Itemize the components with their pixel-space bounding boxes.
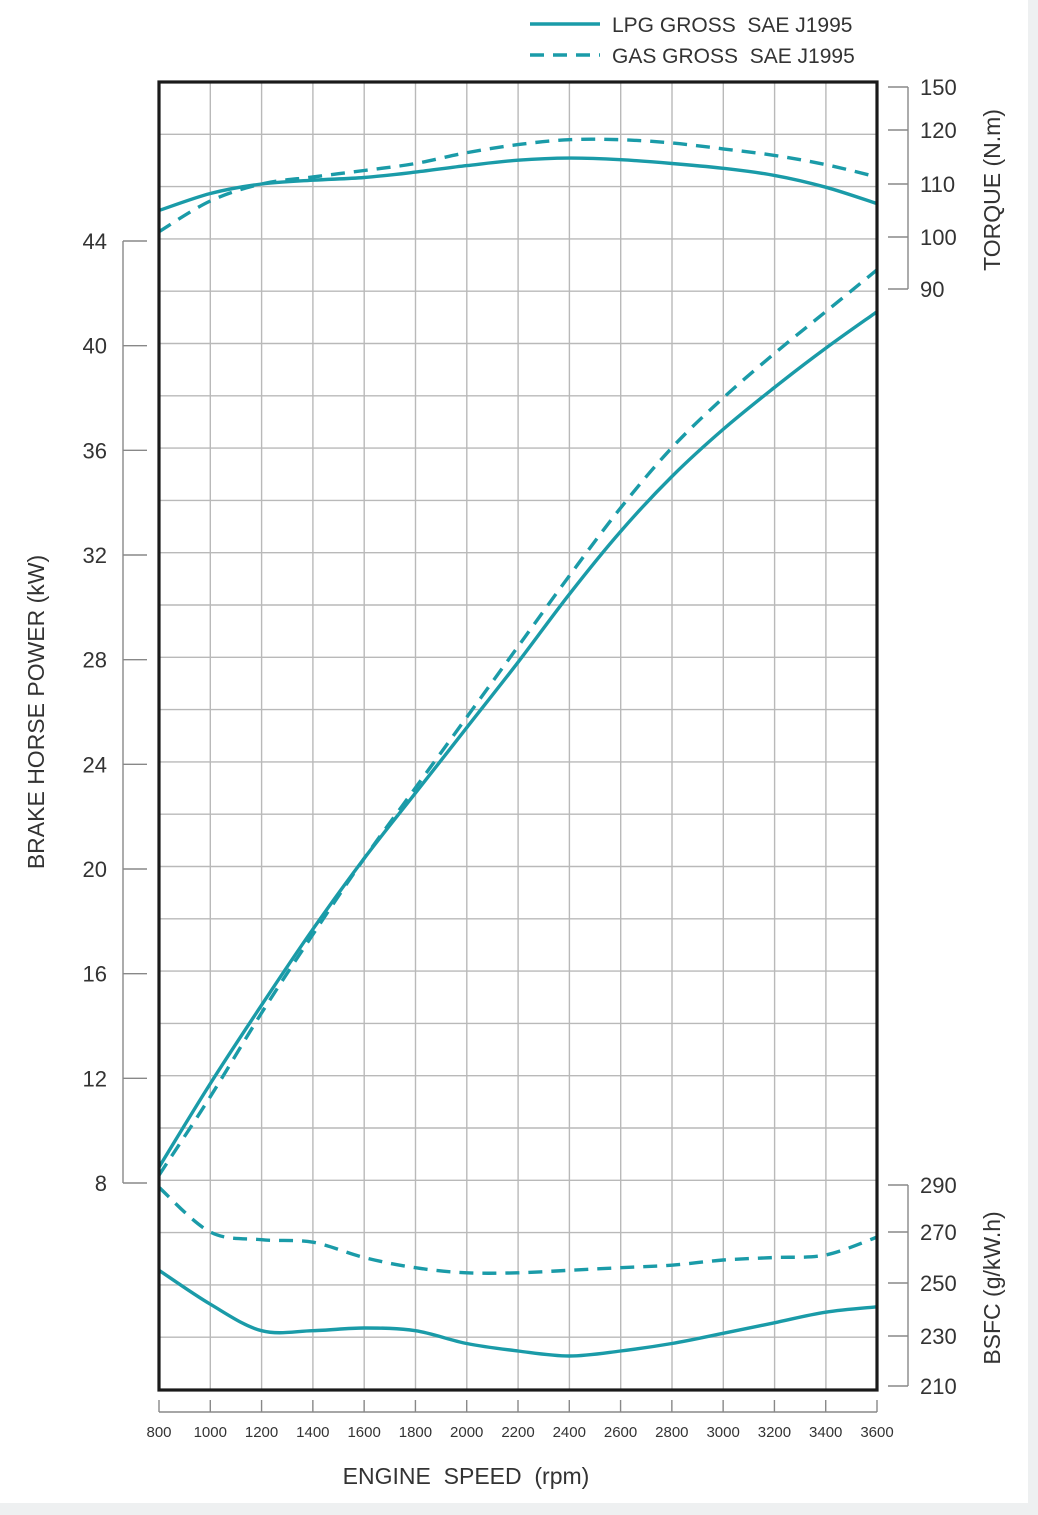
torque-tick-label: 120 <box>920 118 957 143</box>
legend-label-lpg: LPG GROSS SAE J1995 <box>612 14 852 37</box>
x-tick-label: 800 <box>146 1424 171 1441</box>
bsfc-tick-label: 230 <box>920 1324 957 1349</box>
x-tick-label: 2200 <box>501 1424 534 1441</box>
page-edge-strip <box>1028 0 1038 1515</box>
chart-series <box>157 137 879 1358</box>
x-tick-label: 1200 <box>245 1424 278 1441</box>
torque-tick-label: 100 <box>920 225 957 250</box>
x-tick-label: 3400 <box>809 1424 842 1441</box>
x-tick-label: 1800 <box>399 1424 432 1441</box>
power-tick-label: 16 <box>83 962 107 987</box>
bsfc-tick-label: 250 <box>920 1271 957 1296</box>
legend-label-gas: GAS GROSS SAE J1995 <box>612 45 855 68</box>
bsfc-tick-label: 290 <box>920 1173 957 1198</box>
x-tick-label: 2600 <box>604 1424 637 1441</box>
torque-tick-label: 110 <box>920 172 955 197</box>
torque-tick-label: 90 <box>920 277 944 302</box>
chart-grid <box>159 82 877 1390</box>
x-tick-label: 1600 <box>347 1424 380 1441</box>
power-tick-label: 28 <box>83 648 107 673</box>
x-tick-label: 1000 <box>194 1424 227 1441</box>
chart-labels: 44 40 36 32 28 24 20 16 12 8 150 120 110 100 90 290 270 2… <box>23 14 1005 1489</box>
power-tick-label: 12 <box>83 1066 107 1091</box>
torque-axis-title: TORQUE (N.m) <box>979 109 1005 271</box>
x-tick-label: 1400 <box>296 1424 329 1441</box>
power-axis-title: BRAKE HORSE POWER (kW) <box>23 555 49 869</box>
plot-frame <box>157 80 879 1392</box>
power-tick-label: 32 <box>83 543 107 568</box>
x-tick-label: 3200 <box>758 1424 791 1441</box>
power-tick-label: 20 <box>83 857 107 882</box>
bsfc-tick-label: 210 <box>920 1374 957 1399</box>
lpg-power-line <box>157 310 878 1169</box>
torque-tick-label: 150 <box>920 75 957 100</box>
power-tick-label: 40 <box>83 334 107 359</box>
power-tick-label: 36 <box>83 438 107 463</box>
gas-torque-line <box>158 137 878 234</box>
x-tick-label: 3000 <box>706 1424 739 1441</box>
x-axis-title: ENGINE SPEED (rpm) <box>343 1463 590 1489</box>
x-tick-label: 2400 <box>553 1424 586 1441</box>
gas-power-line <box>157 268 879 1177</box>
power-tick-label: 44 <box>83 229 107 254</box>
bsfc-axis-title: BSFC (g/kW.h) <box>979 1211 1005 1364</box>
power-tick-label: 24 <box>83 752 107 777</box>
lpg-bsfc-line <box>158 1268 878 1358</box>
page-bottom-strip <box>0 1503 1038 1515</box>
gas-bsfc-line <box>157 1186 878 1275</box>
chart-axes <box>122 80 909 1413</box>
bsfc-tick-label: 270 <box>920 1220 957 1245</box>
power-tick-label: 8 <box>95 1171 107 1196</box>
x-tick-label: 3600 <box>860 1424 893 1441</box>
x-tick-label: 2800 <box>655 1424 688 1441</box>
x-tick-label: 2000 <box>450 1424 483 1441</box>
